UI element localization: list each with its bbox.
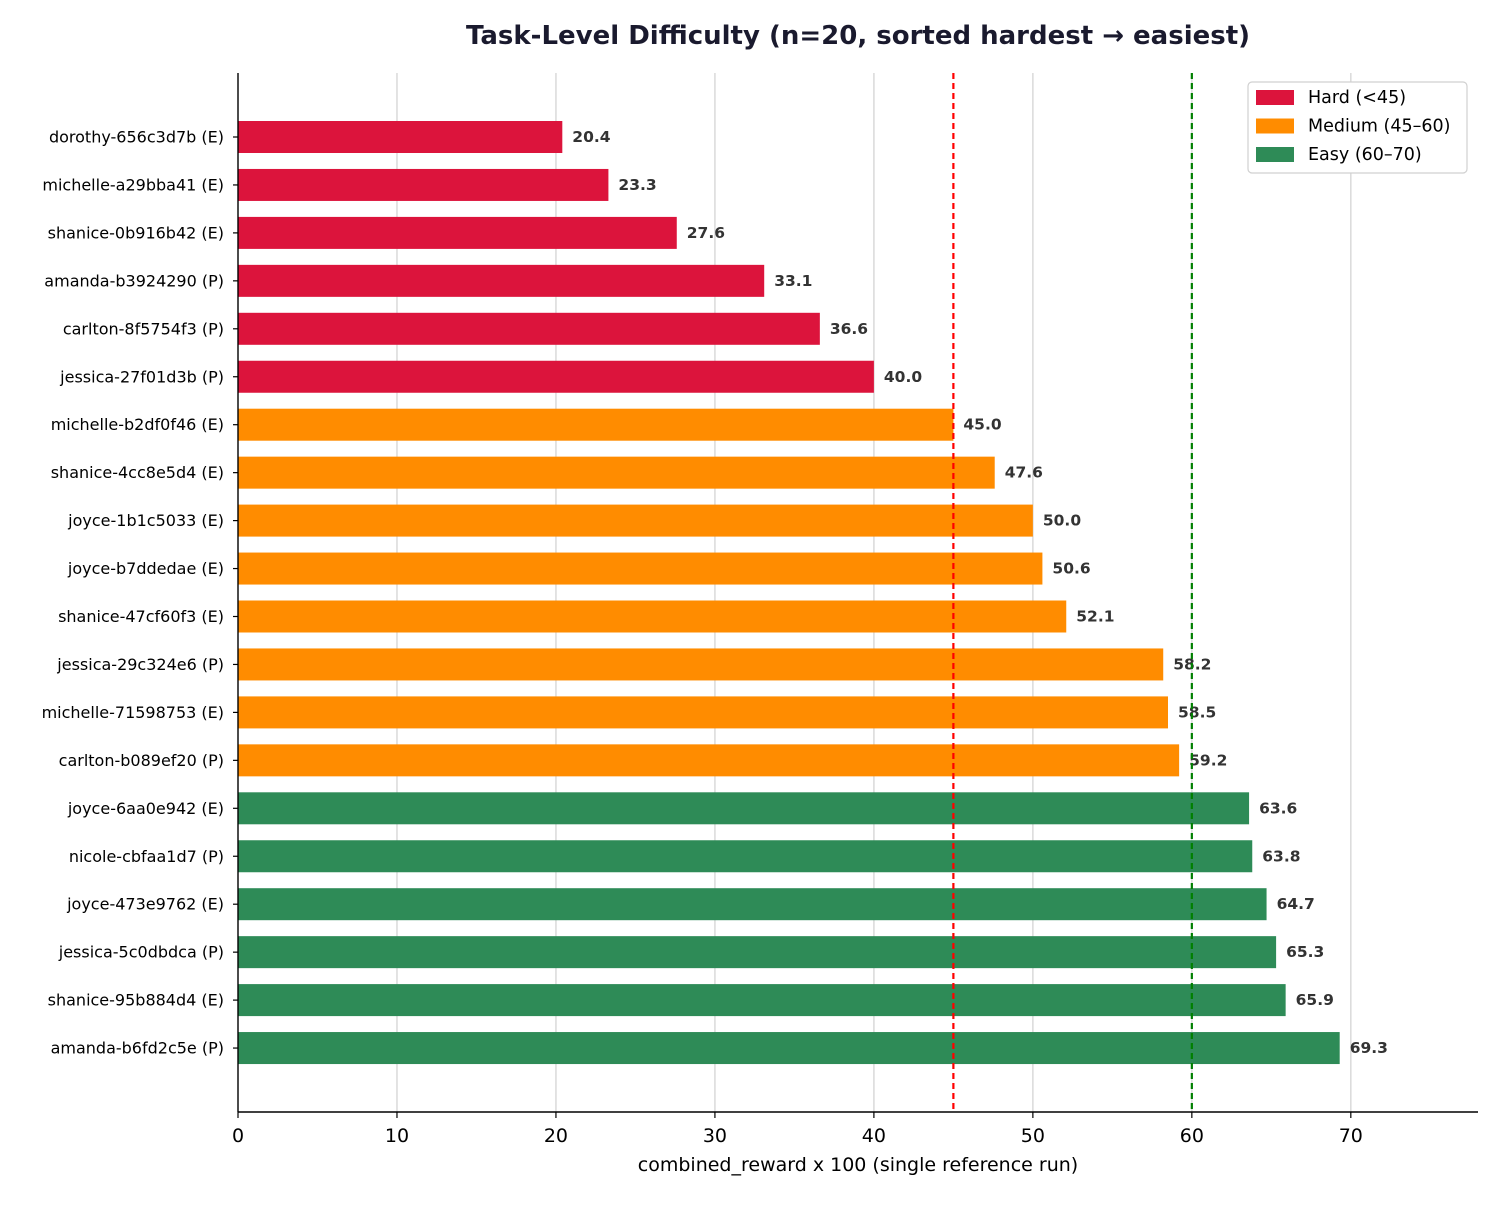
legend-label-medium: Medium (45–60) [1308, 117, 1450, 137]
x-tick-label-40: 40 [862, 1125, 886, 1147]
bar-19 [238, 984, 1286, 1017]
x-tick-label-50: 50 [1021, 1125, 1045, 1147]
value-label-19: 65.9 [1296, 991, 1334, 1009]
bars-layer: 20.4 23.3 27.6 33.1 36.6 40.0 45.0 47.6 50.0 50.6… [238, 121, 1388, 1065]
x-tick-label-10: 10 [385, 1125, 409, 1147]
bar-8 [238, 456, 995, 489]
category-label-6: jessica-27f01d3b (P) [59, 367, 224, 386]
x-tick-label-20: 20 [544, 1125, 568, 1147]
value-label-1: 20.4 [572, 128, 610, 146]
reference-lines [952, 73, 1193, 1112]
bar-11 [238, 600, 1067, 633]
category-label-5: carlton-8f5754f3 (P) [63, 319, 224, 338]
bar-16 [238, 840, 1253, 873]
category-label-1: dorothy-656c3d7b (E) [49, 128, 224, 147]
value-label-17: 64.7 [1277, 895, 1315, 913]
category-label-12: jessica-29c324e6 (P) [56, 655, 224, 674]
value-label-4: 33.1 [774, 272, 812, 290]
x-tick-label-70: 70 [1339, 1125, 1363, 1147]
legend-swatch-easy [1256, 147, 1294, 162]
bar-10 [238, 552, 1043, 585]
category-label-17: joyce-473e9762 (E) [66, 895, 224, 914]
value-label-6: 40.0 [884, 368, 922, 386]
bar-7 [238, 408, 954, 441]
bar-9 [238, 504, 1033, 537]
category-label-11: shanice-47cf60f3 (E) [58, 607, 224, 626]
category-label-8: shanice-4cc8e5d4 (E) [51, 463, 224, 482]
legend-swatch-medium [1256, 118, 1294, 134]
value-label-11: 52.1 [1076, 608, 1114, 626]
category-label-14: carlton-b089ef20 (P) [59, 751, 224, 770]
bar-3 [238, 216, 677, 249]
value-label-20: 69.3 [1350, 1039, 1388, 1057]
category-label-4: amanda-b3924290 (P) [44, 271, 224, 290]
category-label-15: joyce-6aa0e942 (E) [67, 799, 224, 818]
value-label-7: 45.0 [963, 416, 1001, 434]
category-label-20: amanda-b6fd2c5e (P) [51, 1039, 224, 1058]
value-label-13: 58.5 [1178, 703, 1216, 721]
legend-label-easy: Easy (60–70) [1308, 145, 1422, 165]
category-label-16: nicole-cbfaa1d7 (P) [69, 847, 224, 866]
category-label-19: shanice-95b884d4 (E) [48, 991, 224, 1010]
category-label-10: joyce-b7ddedae (E) [67, 559, 224, 578]
x-tick-label-60: 60 [1180, 1125, 1204, 1147]
category-label-2: michelle-a29bba41 (E) [42, 175, 224, 194]
axes-layer: dorothy-656c3d7b (E) michelle-a29bba41 (E… [42, 73, 1478, 1147]
x-axis-label: combined_reward x 100 (single reference … [638, 1154, 1078, 1176]
bar-12 [238, 648, 1164, 681]
category-label-7: michelle-b2df0f46 (E) [51, 415, 224, 434]
category-label-18: jessica-5c0dbdca (P) [58, 943, 224, 962]
legend: Hard (<45) Medium (45–60) Easy (60–70) [1247, 81, 1468, 174]
value-label-16: 63.8 [1262, 847, 1300, 865]
bar-20 [238, 1032, 1340, 1065]
legend-label-hard: Hard (<45) [1308, 88, 1406, 108]
value-label-10: 50.6 [1052, 560, 1090, 578]
value-label-2: 23.3 [618, 176, 656, 194]
chart-title: Task-Level Difficulty (n=20, sorted hard… [466, 21, 1250, 51]
x-tick-label-30: 30 [703, 1125, 727, 1147]
bar-2 [238, 168, 609, 201]
x-tick-label-0: 0 [232, 1125, 244, 1147]
bar-4 [238, 264, 765, 297]
value-label-15: 63.6 [1259, 799, 1297, 817]
legend-box [1247, 81, 1468, 174]
bar-6 [238, 360, 874, 393]
category-label-13: michelle-71598753 (E) [42, 703, 224, 722]
bar-13 [238, 696, 1168, 729]
category-label-9: joyce-1b1c5033 (E) [67, 511, 224, 530]
bar-5 [238, 312, 820, 345]
value-label-9: 50.0 [1043, 512, 1081, 530]
bar-15 [238, 792, 1250, 825]
value-label-14: 59.2 [1189, 751, 1227, 769]
value-label-18: 65.3 [1286, 943, 1324, 961]
bar-17 [238, 888, 1267, 921]
value-label-3: 27.6 [687, 224, 725, 242]
legend-swatch-hard [1256, 90, 1294, 105]
bar-1 [238, 121, 563, 153]
category-label-3: shanice-0b916b42 (E) [48, 223, 224, 242]
value-label-5: 36.6 [830, 320, 868, 338]
bar-18 [238, 936, 1277, 969]
bar-14 [238, 744, 1180, 777]
value-label-8: 47.6 [1005, 464, 1043, 482]
